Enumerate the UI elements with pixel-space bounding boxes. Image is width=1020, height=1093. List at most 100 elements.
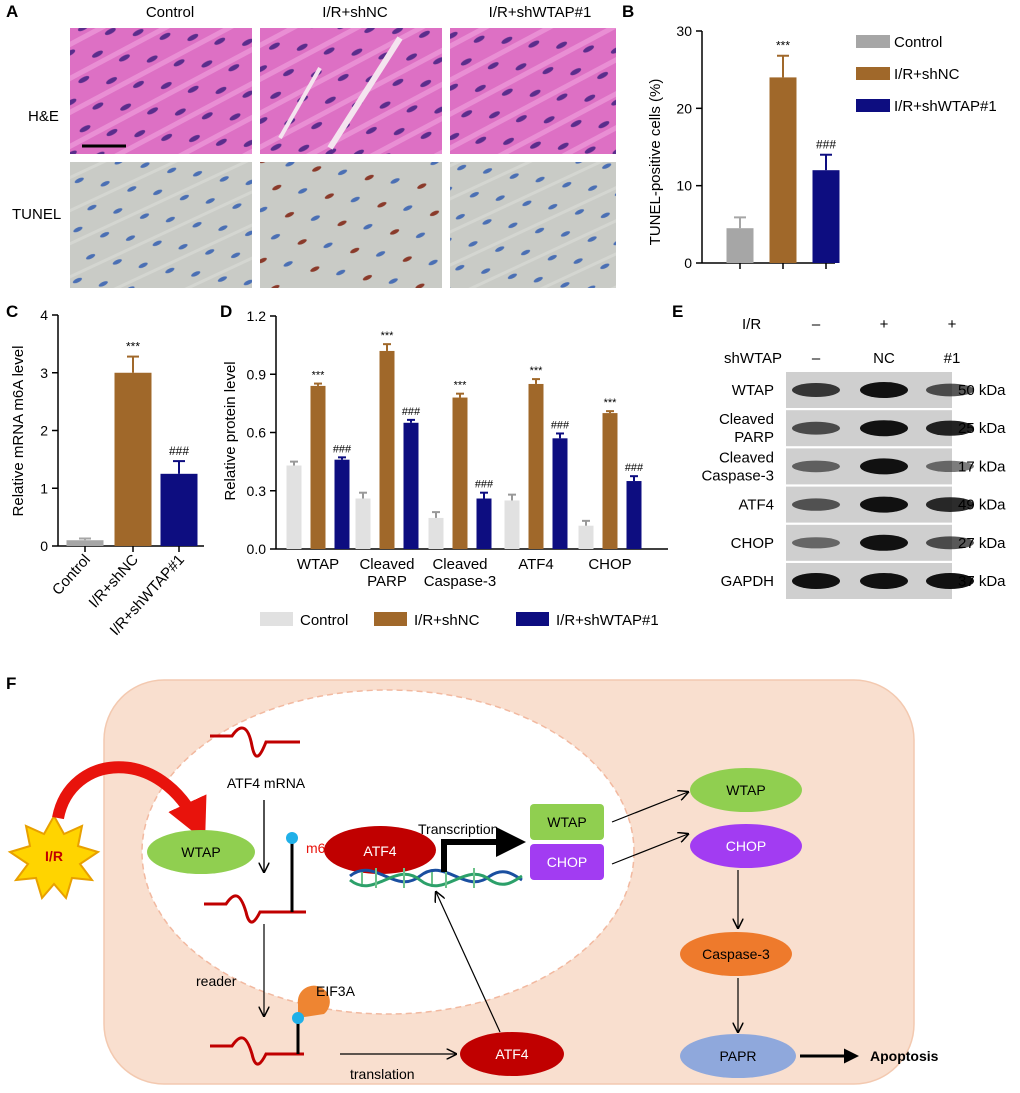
y-axis-label: Relative protein level bbox=[222, 361, 239, 500]
x-tick-label: CHOP bbox=[588, 556, 631, 573]
y-tick-label: 0.0 bbox=[247, 541, 267, 557]
x-tick-label: Caspase-3 bbox=[424, 573, 497, 590]
blot-band bbox=[926, 460, 974, 472]
blot-label: GAPDH bbox=[721, 573, 774, 590]
m6a-dot-icon bbox=[286, 832, 298, 844]
wtap-nucleus-label: WTAP bbox=[181, 844, 220, 860]
blot-label: WTAP bbox=[732, 382, 774, 399]
bar-i-r-shwtap-1 bbox=[812, 170, 840, 263]
bar-i-r-shwtap-1 bbox=[476, 498, 492, 549]
header-row-value: NC bbox=[873, 350, 895, 367]
blot-label: Caspase-3 bbox=[701, 467, 774, 484]
y-tick-label: 3 bbox=[40, 365, 48, 381]
panel-label-d: D bbox=[220, 302, 233, 321]
blot-band bbox=[860, 458, 908, 475]
micrograph-he-shwtap bbox=[450, 28, 616, 154]
m6a-dot-icon bbox=[292, 1012, 304, 1024]
blot-label: ATF4 bbox=[738, 497, 774, 514]
x-tick-label: WTAP bbox=[297, 556, 339, 573]
legend-swatch bbox=[856, 99, 890, 112]
header-row-value: – bbox=[812, 316, 821, 333]
header-row-label: I/R bbox=[742, 316, 761, 333]
blot-band bbox=[860, 496, 908, 513]
caspase3-node bbox=[680, 932, 792, 976]
papr-node bbox=[680, 1034, 796, 1078]
row-label-he: H&E bbox=[28, 108, 59, 125]
micrograph-he-control bbox=[70, 28, 252, 154]
blot-label: CHOP bbox=[731, 535, 774, 552]
y-tick-label: 2 bbox=[40, 423, 48, 439]
legend-label: I/R+shNC bbox=[894, 66, 960, 83]
tissue-gap bbox=[278, 67, 322, 139]
legend-label: I/R+shNC bbox=[414, 612, 480, 629]
blot-band bbox=[860, 382, 908, 398]
transcription-label: Transcription bbox=[418, 821, 498, 837]
blot-kda-label: 50 kDa bbox=[958, 382, 1006, 399]
ir-stimulus: I/R bbox=[45, 848, 63, 864]
wtap-nucleus-node bbox=[147, 830, 255, 874]
bar-control bbox=[428, 517, 444, 549]
blot-band bbox=[860, 534, 908, 551]
micrograph-tunel-shwtap bbox=[450, 162, 616, 288]
y-tick-label: 0.9 bbox=[247, 366, 267, 382]
header-row-value: + bbox=[948, 316, 957, 333]
papr-label: PAPR bbox=[719, 1048, 756, 1064]
protein-wtap-label: WTAP bbox=[726, 782, 765, 798]
x-tick-label: Cleaved bbox=[359, 556, 414, 573]
bar-control bbox=[66, 540, 104, 546]
bar-i-r-shwtap-1 bbox=[334, 459, 350, 549]
header-row-value: – bbox=[812, 350, 821, 367]
bar-control bbox=[726, 228, 754, 263]
protein-chop-node bbox=[690, 824, 802, 868]
blot-band bbox=[792, 498, 840, 511]
stimulus-arrow-icon bbox=[52, 761, 207, 842]
chart-axes: 0 10 20 30 bbox=[676, 23, 835, 271]
caspase3-label: Caspase-3 bbox=[702, 946, 770, 962]
legend-swatch bbox=[856, 35, 890, 48]
blot-band bbox=[792, 421, 840, 435]
bar-control bbox=[286, 465, 302, 549]
panel-label-a: A bbox=[6, 2, 19, 21]
legend-swatch bbox=[374, 612, 407, 626]
y-tick-label: 4 bbox=[40, 307, 48, 323]
eif3a-label: EIF3A bbox=[316, 983, 356, 999]
significance-marker: *** bbox=[312, 370, 326, 382]
significance-marker: *** bbox=[776, 39, 790, 53]
blot-kda-label: 17 kDa bbox=[958, 458, 1006, 475]
blot-band bbox=[860, 420, 908, 437]
y-tick-label: 20 bbox=[676, 100, 692, 116]
blot-kda-label: 27 kDa bbox=[958, 535, 1006, 552]
micrograph-grid bbox=[70, 28, 616, 288]
panel-label-b: B bbox=[622, 2, 635, 21]
bar-control bbox=[355, 498, 371, 549]
x-tick-label: Control bbox=[49, 551, 94, 598]
atf4-nucleus-node bbox=[324, 826, 436, 874]
atf4-nucleus-label: ATF4 bbox=[363, 843, 396, 859]
atf4-cytoplasm-node bbox=[460, 1032, 564, 1076]
header-row-value: #1 bbox=[944, 350, 961, 367]
gene-wtap-box bbox=[530, 804, 604, 840]
y-axis-label: TUNEL-positive cells (%) bbox=[647, 79, 664, 246]
blot-kda-label: 49 kDa bbox=[958, 497, 1006, 514]
blot-label: Cleaved bbox=[719, 411, 774, 428]
bar-i-r-shnc bbox=[452, 397, 468, 549]
panel-f-diagram: I/R WTAP ATF4 mRNA m6A reader EIF3A tran… bbox=[7, 679, 939, 1085]
header-row-label: shWTAP bbox=[724, 350, 782, 367]
significance-marker: ### bbox=[816, 138, 836, 152]
legend-label: I/R+shWTAP#1 bbox=[894, 98, 997, 115]
significance-marker: *** bbox=[530, 365, 544, 377]
tissue-gap bbox=[327, 36, 403, 150]
micrograph-he-shnc bbox=[260, 28, 442, 154]
blot-band bbox=[926, 573, 974, 589]
blot-band bbox=[792, 383, 840, 397]
legend-swatch bbox=[260, 612, 293, 626]
significance-marker: *** bbox=[126, 340, 140, 354]
legend-swatch bbox=[856, 67, 890, 80]
transcription-arrow-icon bbox=[441, 827, 526, 872]
ir-starburst-icon bbox=[7, 813, 101, 901]
y-tick-label: 0 bbox=[40, 538, 48, 554]
bar-i-r-shnc bbox=[114, 372, 152, 546]
protein-wtap-node bbox=[690, 768, 802, 812]
